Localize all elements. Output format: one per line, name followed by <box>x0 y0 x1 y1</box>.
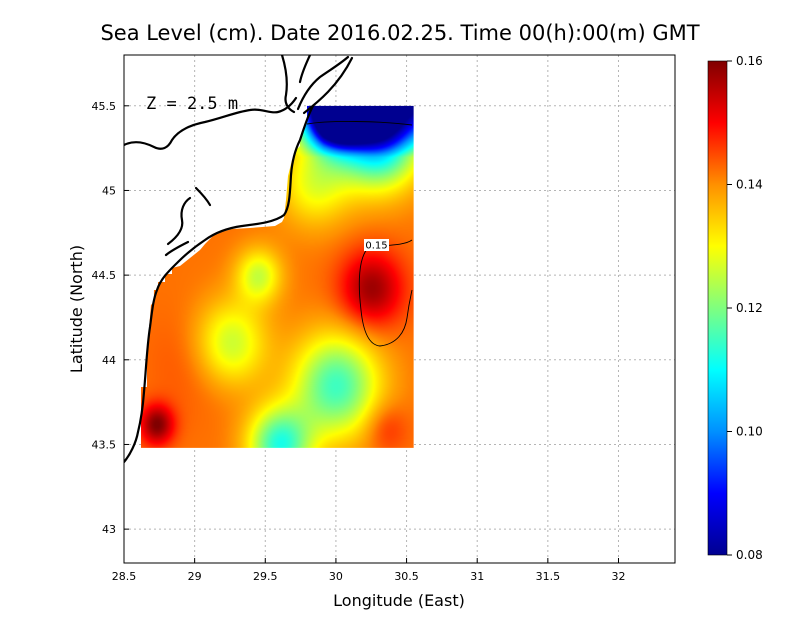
y-tick-label: 43 <box>102 523 116 536</box>
x-tick-label: 32 <box>611 570 625 583</box>
contour-line-upper <box>306 121 413 126</box>
y-tick-label: 45 <box>102 184 116 197</box>
y-tick-label: 45.5 <box>92 100 117 113</box>
sea-level-field <box>140 105 414 448</box>
x-tick-label: 28.5 <box>112 570 137 583</box>
depth-annotation: Z = 2.5 m <box>146 94 238 114</box>
plot-frame <box>123 54 676 564</box>
x-tick-label: 29 <box>188 570 202 583</box>
contour-label: 0.15 <box>365 241 387 252</box>
colorbar-tick-label: 0.12 <box>736 301 763 315</box>
y-tick-label: 44 <box>102 354 116 367</box>
x-tick-label: 29.5 <box>253 570 278 583</box>
x-tick-label: 31 <box>470 570 484 583</box>
y-tick-label: 44.5 <box>92 269 117 282</box>
x-tick-label: 30.5 <box>394 570 419 583</box>
y-axis-label: Latitude (North) <box>67 245 86 373</box>
colorbar-tick-label: 0.08 <box>736 548 763 562</box>
x-tick-label: 31.5 <box>536 570 561 583</box>
colorbar <box>707 60 728 556</box>
coastline <box>124 55 354 464</box>
x-tick-label: 30 <box>329 570 343 583</box>
y-axis-ticks: 43 43.5 44 44.5 45 45.5 <box>92 100 129 536</box>
colorbar-tick-label: 0.16 <box>736 54 763 68</box>
chart-title: Sea Level (cm). Date 2016.02.25. Time 00… <box>100 21 699 45</box>
colorbar-tick-label: 0.14 <box>736 178 763 192</box>
y-tick-label: 43.5 <box>92 438 117 451</box>
contour-label-box <box>364 239 389 251</box>
colorbar-tick-label: 0.10 <box>736 425 763 439</box>
colorbar-ticks: 0.08 0.10 0.12 0.14 0.16 <box>727 54 763 562</box>
x-axis-ticks: 28.5 29 29.5 30 30.5 31 31.5 32 <box>112 558 625 583</box>
x-axis-label: Longitude (East) <box>333 591 465 610</box>
